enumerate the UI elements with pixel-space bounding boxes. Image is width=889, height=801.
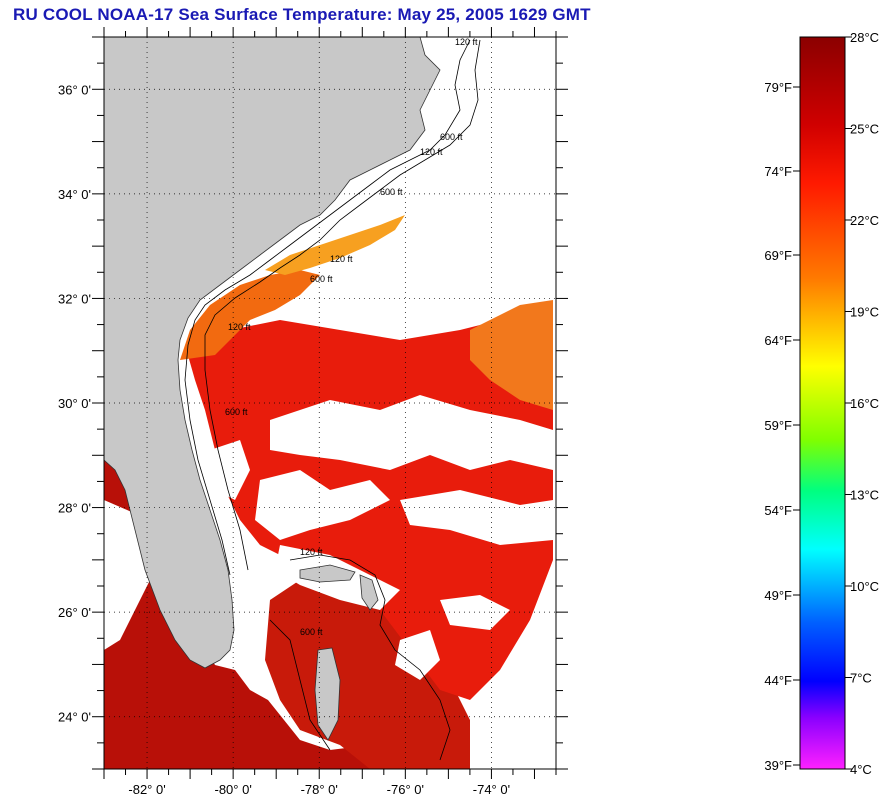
lon-tick-label: -82° 0' xyxy=(128,782,165,797)
map-ticks: 36° 0' 34° 0' 32° 0' 30° 0' 28° 0' 26° 0' 24° … xyxy=(58,27,568,797)
colorbar-fahrenheit-label: 79°F xyxy=(764,80,792,95)
bahamas-bank-sst xyxy=(265,570,470,769)
contour-label: 120 ft xyxy=(300,547,323,557)
colorbar-celsius-label: 25°C xyxy=(850,122,879,137)
map-grid xyxy=(104,37,556,769)
bathymetry-contours xyxy=(184,39,481,761)
colorbar-celsius-label: 16°C xyxy=(850,396,879,411)
colorbar-celsius-label: 10°C xyxy=(850,579,879,594)
land-bahamas-grand xyxy=(299,564,356,583)
lat-tick-label: 26° 0' xyxy=(58,605,91,620)
contour-label: 120 ft xyxy=(330,254,353,264)
offshore-orange-sst xyxy=(470,300,553,410)
north-shelf-sst xyxy=(265,215,405,275)
lat-tick-label: 30° 0' xyxy=(58,396,91,411)
lat-tick-label: 32° 0' xyxy=(58,291,91,306)
lat-tick-label: 24° 0' xyxy=(58,710,91,725)
colorbar-celsius-label: 13°C xyxy=(850,488,879,503)
lat-tick-label: 34° 0' xyxy=(58,187,91,202)
colorbar-celsius-label: 7°C xyxy=(850,671,872,686)
gulf-of-mexico-sst xyxy=(104,460,380,769)
cloud-cover xyxy=(104,280,553,745)
colorbar-fahrenheit-labels: 79°F 74°F 69°F 64°F 59°F 54°F 49°F 44°F 39°F xyxy=(764,80,800,773)
chart-title: RU COOL NOAA-17 Sea Surface Temperature:… xyxy=(13,5,591,24)
colorbar-fahrenheit-label: 74°F xyxy=(764,164,792,179)
colorbar-fahrenheit-label: 44°F xyxy=(764,673,792,688)
colorbar-fahrenheit-label: 59°F xyxy=(764,418,792,433)
contour-label: 600 ft xyxy=(225,407,248,417)
map-content xyxy=(104,37,553,769)
lat-tick-label: 28° 0' xyxy=(58,501,91,516)
land-mainland xyxy=(104,37,441,669)
contour-label: 120 ft xyxy=(455,37,478,47)
contour-label: 600 ft xyxy=(440,132,463,142)
colorbar-celsius-label: 4°C xyxy=(850,762,872,777)
colorbar-fahrenheit-label: 69°F xyxy=(764,248,792,263)
shelf-water-sst xyxy=(180,270,320,360)
lon-tick-label: -80° 0' xyxy=(214,782,251,797)
colorbar-celsius-labels: 28°C 25°C 22°C 19°C 16°C 13°C 10°C 7°C 4°C xyxy=(845,30,879,777)
contour-label: 600 ft xyxy=(310,274,333,284)
contour-label: 120 ft xyxy=(420,147,443,157)
lon-tick-label: -74° 0' xyxy=(473,782,510,797)
colorbar-celsius-label: 19°C xyxy=(850,305,879,320)
contour-label: 120 ft xyxy=(228,322,251,332)
land-bahamas-abaco xyxy=(359,574,379,611)
lon-tick-label: -76° 0' xyxy=(387,782,424,797)
colorbar-fahrenheit-label: 64°F xyxy=(764,333,792,348)
colorbar-celsius-label: 28°C xyxy=(850,30,879,45)
lon-tick-label: -78° 0' xyxy=(301,782,338,797)
colorbar-celsius-label: 22°C xyxy=(850,213,879,228)
land-bahamas-andros xyxy=(314,647,341,741)
contour-label: 600 ft xyxy=(300,627,323,637)
contour-label: 600 ft xyxy=(380,187,403,197)
colorbar-gradient xyxy=(799,36,846,770)
colorbar-fahrenheit-label: 49°F xyxy=(764,588,792,603)
colorbar-fahrenheit-label: 39°F xyxy=(764,758,792,773)
colorbar-fahrenheit-label: 54°F xyxy=(764,503,792,518)
lat-tick-label: 36° 0' xyxy=(58,82,91,97)
